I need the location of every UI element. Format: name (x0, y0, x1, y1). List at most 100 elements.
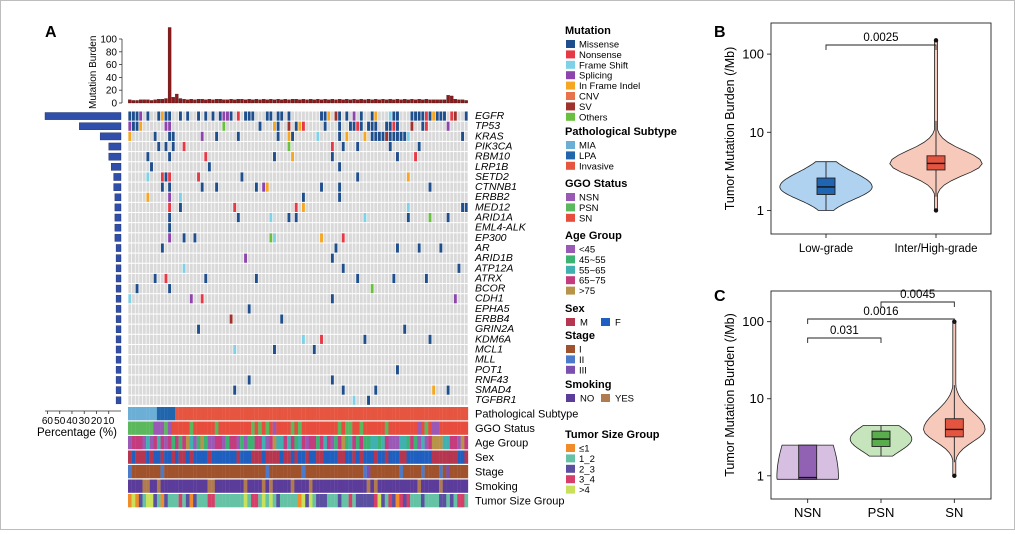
mutation-cell (363, 395, 367, 405)
mutation-cell (367, 141, 370, 152)
track-cell (410, 479, 414, 493)
percentage-bar (115, 254, 122, 262)
burden-bar (312, 99, 316, 104)
percentage-tick-label: 60 (42, 416, 54, 427)
mutation-cell (359, 355, 363, 365)
mutation-cell (435, 223, 439, 233)
mutation-cell (168, 131, 172, 141)
mutation-cell (428, 324, 432, 334)
mutation-cell (236, 213, 240, 223)
track-cell (232, 407, 237, 421)
track-cell (319, 407, 324, 421)
track-cell (366, 421, 371, 435)
mutation-cell (240, 162, 244, 172)
mutation-cell (316, 385, 320, 395)
mutation-cell (464, 233, 468, 243)
mutation-cell (435, 344, 439, 355)
mutation-cell (439, 111, 443, 121)
legend-label: Others (579, 112, 608, 123)
mutation-cell (327, 243, 331, 253)
mutation-cell (175, 324, 179, 334)
track-cell (276, 494, 281, 508)
mutation-cell (330, 304, 334, 314)
track-cell (312, 494, 317, 508)
mutation-cell (218, 182, 222, 192)
mutation-cell (453, 253, 457, 263)
mutation-cell (247, 344, 251, 355)
mutation-cell (392, 304, 396, 314)
mutation-cell (305, 263, 309, 273)
mutation-cell (312, 152, 316, 162)
mutation-cell (410, 273, 414, 284)
mutation-cell (200, 344, 204, 355)
mutation-cell (443, 223, 446, 233)
mutation-cell (356, 233, 360, 243)
track-cell (453, 421, 458, 435)
mutation-cell (207, 365, 211, 375)
mutation-cell (338, 141, 342, 152)
mutation-cell (323, 131, 327, 141)
mutation-cell (345, 263, 349, 273)
mutation-cell (338, 233, 342, 243)
mutation-cell (367, 111, 370, 121)
track-cell (312, 479, 317, 493)
mutation-cell (233, 334, 237, 344)
mutation-cell (178, 223, 182, 233)
track-cell (464, 450, 469, 464)
burden-bar (135, 100, 139, 104)
mutation-cell (211, 141, 215, 152)
track-cell (352, 436, 357, 450)
mutation-cell (370, 192, 374, 202)
mutation-cell (233, 192, 237, 202)
mutation-cell (193, 141, 197, 152)
mutation-cell (211, 344, 215, 355)
mutation-cell (254, 375, 258, 385)
track-cell (193, 465, 197, 479)
track-cell (269, 436, 273, 450)
mutation-cell (301, 141, 305, 152)
track-cell (250, 421, 255, 435)
mutation-cell (240, 223, 244, 233)
legend-label: PSN (579, 203, 599, 214)
mutation-cell (446, 375, 450, 385)
track-cell (167, 479, 172, 493)
track-cell (370, 436, 375, 450)
percentage-bars (44, 112, 122, 405)
mutation-cell (247, 213, 251, 223)
mutation-cell (160, 385, 164, 395)
track-cell (131, 407, 136, 421)
mutation-cell (453, 355, 457, 365)
mutation-cell (367, 233, 370, 243)
legend-swatch (566, 81, 575, 90)
mutation-cell (269, 284, 273, 294)
track-cell (352, 421, 357, 435)
mutation-cell (135, 355, 139, 365)
track-cell (399, 465, 404, 479)
mutation-cell (211, 253, 215, 263)
mutation-cell (150, 182, 153, 192)
y-tick-label: 10 (750, 125, 764, 140)
track-cell (298, 494, 302, 508)
mutation-cell (139, 314, 143, 324)
track-cell (222, 407, 226, 421)
mutation-cell (258, 334, 262, 344)
mutation-cell (370, 344, 374, 355)
mutation-cell (338, 314, 342, 324)
track-cell (431, 407, 436, 421)
track-cell (439, 479, 443, 493)
legend-label: Frame Shift (579, 60, 628, 71)
mutation-cell (424, 314, 428, 324)
mutation-cell (287, 273, 291, 284)
mutation-cell (233, 284, 237, 294)
mutation-cell (150, 233, 153, 243)
percentage-bar (115, 355, 122, 364)
mutation-cell (186, 233, 190, 243)
burden-bar (319, 99, 324, 104)
mutation-cell (309, 294, 313, 304)
mutation-cell (403, 395, 407, 405)
p-value-label: 0.031 (830, 325, 859, 337)
mutation-cell (359, 304, 363, 314)
mutation-cell (291, 314, 295, 324)
mutation-cell (128, 344, 132, 355)
burden-bar (348, 99, 353, 104)
